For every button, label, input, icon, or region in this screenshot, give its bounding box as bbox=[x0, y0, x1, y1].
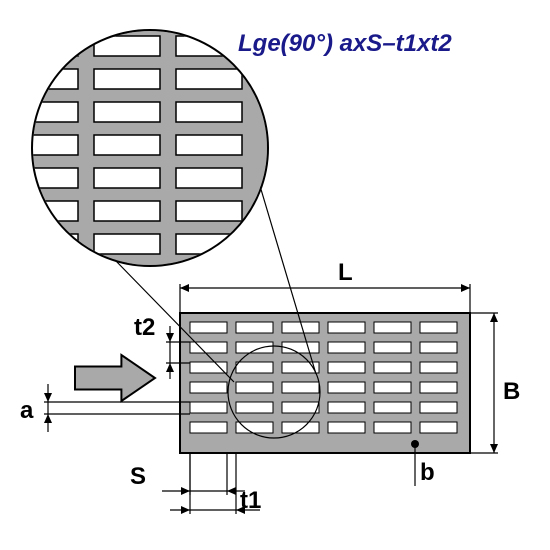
slot bbox=[328, 362, 365, 373]
slot bbox=[420, 402, 457, 413]
slot bbox=[328, 422, 365, 433]
slot bbox=[374, 322, 411, 333]
diagram-canvas: L Bt2 a St1 b bbox=[0, 0, 550, 550]
dim-label-b: b bbox=[420, 459, 435, 486]
formula-title: Lge(90°) axS–t1xt2 bbox=[238, 30, 452, 58]
slot bbox=[420, 342, 457, 353]
slot bbox=[374, 422, 411, 433]
dim-label-S: S bbox=[130, 463, 146, 490]
slot bbox=[190, 322, 227, 333]
slot bbox=[282, 402, 319, 413]
slot bbox=[236, 342, 273, 353]
dim-label-a: a bbox=[20, 397, 34, 424]
slot bbox=[236, 322, 273, 333]
slot bbox=[374, 382, 411, 393]
slot bbox=[282, 382, 319, 393]
slot bbox=[328, 382, 365, 393]
slot bbox=[420, 322, 457, 333]
slot bbox=[236, 362, 273, 373]
slot bbox=[190, 422, 227, 433]
slot bbox=[328, 402, 365, 413]
dim-label-t1: t1 bbox=[240, 487, 261, 514]
slot bbox=[236, 422, 273, 433]
slot bbox=[190, 402, 227, 413]
slot bbox=[236, 382, 273, 393]
dim-label-B: B bbox=[503, 378, 520, 405]
slot bbox=[420, 362, 457, 373]
slot bbox=[190, 362, 227, 373]
slot bbox=[282, 422, 319, 433]
dim-label-L: L bbox=[338, 259, 353, 286]
slot bbox=[374, 362, 411, 373]
slot bbox=[190, 342, 227, 353]
feed-direction-arrow bbox=[75, 355, 155, 401]
slot bbox=[190, 382, 227, 393]
slot bbox=[374, 342, 411, 353]
dim-label-t2: t2 bbox=[134, 314, 155, 341]
magnifier-detail bbox=[12, 30, 268, 266]
slot bbox=[374, 402, 411, 413]
slot bbox=[420, 422, 457, 433]
slot bbox=[328, 322, 365, 333]
slot bbox=[420, 382, 457, 393]
slot bbox=[328, 342, 365, 353]
slot bbox=[236, 402, 273, 413]
